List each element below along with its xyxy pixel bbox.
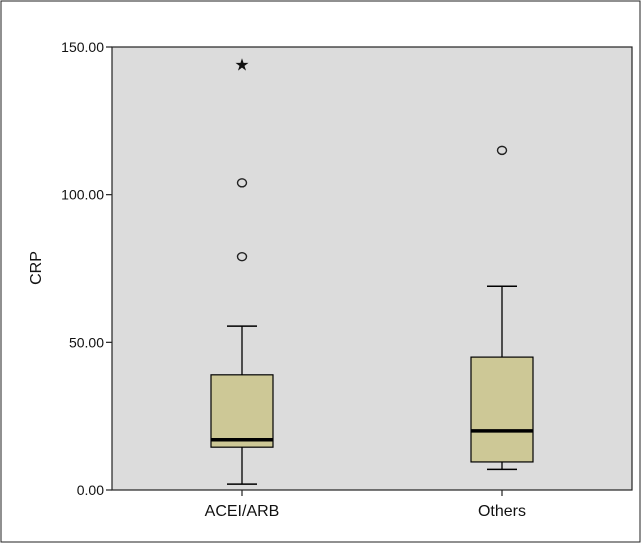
box-group-1 bbox=[470, 145, 534, 471]
y-tick-label-0: 0.00 bbox=[77, 482, 104, 498]
y-tick-label-2: 100.00 bbox=[61, 187, 104, 203]
box-group-0: ★ bbox=[210, 56, 274, 485]
x-axis: ACEI/ARB Others bbox=[205, 490, 526, 520]
iqr-box-1 bbox=[470, 356, 534, 463]
extreme-point-0-0: ★ bbox=[234, 56, 249, 75]
y-tick-label-1: 50.00 bbox=[69, 334, 104, 350]
outlier-point-0-1 bbox=[236, 178, 248, 188]
x-tick-label-0: ACEI/ARB bbox=[205, 503, 280, 520]
x-tick-label-1: Others bbox=[478, 503, 526, 520]
y-tick-label-3: 150.00 bbox=[61, 39, 104, 55]
outlier-point-0-0 bbox=[236, 251, 248, 262]
outlier-point-1-0 bbox=[496, 145, 508, 156]
plot-area bbox=[111, 46, 633, 491]
y-axis-label: CRP bbox=[28, 251, 45, 285]
y-axis: 0.00 50.00 100.00 150.00 bbox=[61, 39, 112, 498]
iqr-box-0 bbox=[210, 374, 274, 448]
boxes: ★ bbox=[210, 56, 534, 485]
